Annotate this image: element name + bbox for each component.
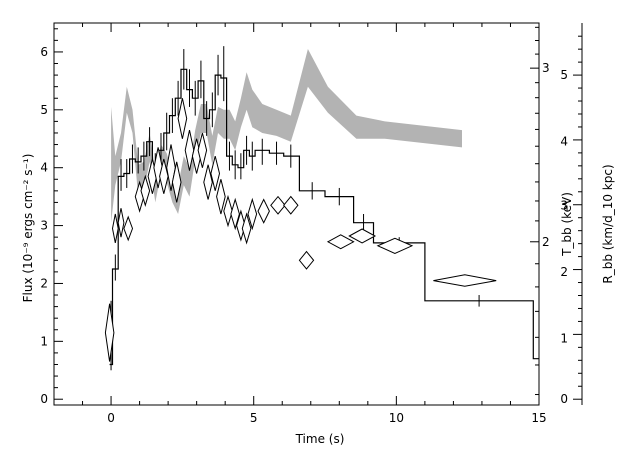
radius-diamond [117,208,125,238]
y-axis-right1-label: T_bb (keV) [560,192,574,257]
radius-diamond [270,195,286,215]
x-axis-label: Time (s) [295,432,345,446]
radius-diamond [376,237,414,254]
axes-layer: 0 5 10 15 0 1 2 3 4 5 6 2 3 0 1 2 3 4 5 [40,22,583,425]
radius-diamond [123,215,134,242]
x-tick-label: 15 [531,411,546,425]
y-right2-tick-label: 4 [560,135,568,149]
radius-diamond [104,303,115,362]
radius-diamond [230,197,240,231]
radius-diamond [326,234,355,250]
y-left-tick-label: 6 [40,45,48,59]
radius-diamond [111,213,119,243]
radius-diamond-layer [104,98,497,362]
y-axis-left-label: Flux (10⁻⁹ ergs cm⁻² s⁻¹) [21,154,35,303]
y-left-tick-label: 1 [40,334,48,348]
radius-diamond [171,161,182,203]
flux-step-layer [109,46,539,371]
flux-step-line [109,68,539,366]
x-tick-label: 5 [250,411,258,425]
radius-diamond [140,174,151,208]
radius-diamond [283,195,299,215]
y-right2-tick-label: 0 [560,392,568,406]
radius-diamond [433,274,497,287]
y-right2-tick-label: 1 [560,331,568,345]
radius-diamond [216,179,226,215]
y-right2-tick-label: 2 [560,265,568,279]
radius-diamond [241,212,252,245]
radius-diamond [257,198,270,224]
y-right1-tick-label: 2 [542,235,550,249]
radius-diamond [177,98,188,139]
radius-diamond [203,164,213,200]
y-left-tick-label: 3 [40,219,48,233]
radius-diamond [210,155,221,191]
y-left-tick-label: 0 [40,392,48,406]
radius-diamond [348,228,377,244]
temperature-band-layer [111,49,462,223]
y-right2-tick-label: 3 [560,198,568,212]
radius-diamond [247,197,258,231]
y-axis-right2-label: R_bb (km/d_10 kpc) [601,164,615,283]
y-left-tick-label: 5 [40,103,48,117]
plot-frame [53,22,540,406]
radius-diamond [197,132,208,168]
x-tick-label: 10 [389,411,404,425]
radius-diamond [298,250,315,270]
x-tick-label: 0 [107,411,115,425]
y-right2-tick-label: 5 [560,68,568,82]
y-right1-tick-label: 3 [542,61,550,75]
y-left-tick-label: 2 [40,276,48,290]
radius-diamond [223,194,233,228]
y-left-tick-label: 4 [40,161,48,175]
temperature-band [111,49,462,223]
